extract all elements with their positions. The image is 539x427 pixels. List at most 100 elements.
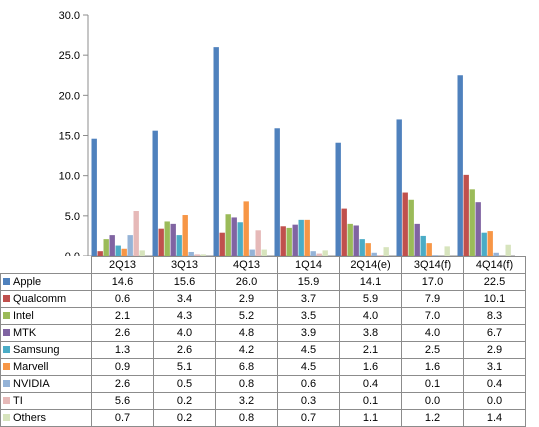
bar-mtk-3 (292, 224, 298, 256)
table-row: Qualcomm 0.6 3.4 2.9 3.7 5.9 7.9 10.1 (0, 290, 526, 308)
bar-marvell-1 (182, 215, 188, 256)
data-label: 1.6 (401, 358, 464, 376)
series-name: Intel (13, 310, 34, 322)
bar-others-2 (261, 249, 267, 256)
bar-samsung-4 (359, 239, 365, 256)
table-row: Marvell 0.9 5.1 6.8 4.5 1.6 1.6 3.1 (0, 358, 526, 376)
legend-swatch (3, 345, 10, 353)
bar-marvell-5 (426, 243, 432, 256)
data-label: 0.7 (277, 409, 340, 427)
data-label: 2.6 (91, 375, 154, 393)
bar-nvidia-0 (127, 235, 133, 256)
bar-nvidia-2 (249, 249, 255, 256)
bar-mtk-5 (414, 223, 420, 256)
bar-apple-0 (91, 138, 97, 256)
data-label: 15.9 (277, 273, 340, 291)
x-tick-label-2: 4Q13 (215, 256, 278, 274)
bar-intel-1 (164, 221, 170, 256)
bar-apple-5 (396, 119, 402, 256)
bar-samsung-5 (420, 235, 426, 256)
data-label: 4.8 (215, 324, 278, 342)
data-label: 3.1 (463, 358, 526, 376)
bar-qualcomm-2 (219, 232, 225, 256)
data-label: 4.3 (153, 307, 216, 325)
bar-samsung-1 (176, 235, 182, 256)
data-label: 7.9 (401, 290, 464, 308)
data-label: 3.8 (339, 324, 402, 342)
legend-entry: Samsung (0, 341, 92, 359)
table-row: TI 5.6 0.2 3.2 0.3 0.1 0.0 0.0 (0, 392, 526, 410)
table-row: MTK 2.6 4.0 4.8 3.9 3.8 4.0 6.7 (0, 324, 526, 342)
legend-swatch (3, 311, 10, 319)
bar-intel-5 (408, 199, 414, 256)
bar-marvell-3 (304, 219, 310, 256)
bar-ti-4 (377, 255, 383, 256)
bar-intel-0 (103, 239, 109, 256)
bar-apple-1 (152, 130, 158, 256)
bar-samsung-6 (481, 232, 487, 256)
y-tick-label-0: 0.0 (65, 251, 80, 256)
data-label: 4.0 (153, 324, 216, 342)
legend-swatch (3, 277, 10, 285)
bar-ti-0 (133, 211, 139, 256)
data-label: 4.5 (277, 358, 340, 376)
bar-apple-2 (213, 47, 219, 256)
bar-marvell-0 (121, 248, 127, 256)
legend-swatch (3, 379, 10, 387)
data-label: 0.0 (463, 392, 526, 410)
data-label: 0.1 (401, 375, 464, 393)
bar-mtk-2 (231, 217, 237, 256)
table-row: Others 0.7 0.2 0.8 0.7 1.1 1.2 1.4 (0, 409, 526, 427)
data-label: 0.2 (153, 409, 216, 427)
series-name: MTK (13, 327, 37, 339)
bar-ti-2 (255, 230, 261, 256)
table-row: Apple 14.6 15.6 26.0 15.9 14.1 17.0 22.5 (0, 273, 526, 291)
data-label: 5.9 (339, 290, 402, 308)
bar-others-5 (444, 246, 450, 256)
legend-entry: Apple (0, 273, 92, 291)
data-label: 1.4 (463, 409, 526, 427)
y-tick-label-1: 5.0 (65, 211, 80, 223)
data-label: 0.4 (463, 375, 526, 393)
bar-others-1 (200, 254, 206, 256)
data-label: 2.5 (401, 341, 464, 359)
data-label: 6.7 (463, 324, 526, 342)
data-label: 3.9 (277, 324, 340, 342)
data-label: 2.9 (215, 290, 278, 308)
data-label: 10.1 (463, 290, 526, 308)
table-row: Intel 2.1 4.3 5.2 3.5 4.0 7.0 8.3 (0, 307, 526, 325)
legend-swatch (3, 328, 10, 336)
data-label: 1.6 (339, 358, 402, 376)
data-label: 1.2 (401, 409, 464, 427)
x-tick-label-5: 3Q14(f) (401, 256, 464, 274)
data-label: 7.0 (401, 307, 464, 325)
y-tick-label-2: 10.0 (59, 171, 80, 183)
bar-mtk-4 (353, 225, 359, 256)
data-label: 15.6 (153, 273, 216, 291)
table-row: Samsung 1.3 2.6 4.2 4.5 2.1 2.5 2.9 (0, 341, 526, 359)
data-label: 14.6 (91, 273, 154, 291)
data-label: 4.0 (339, 307, 402, 325)
legend-swatch (3, 362, 10, 370)
y-tick-label-5: 25.0 (59, 50, 80, 62)
legend-entry: Marvell (0, 358, 92, 376)
series-name: NVIDIA (13, 378, 50, 390)
series-name: TI (13, 395, 23, 407)
bar-intel-3 (286, 227, 292, 256)
bar-ti-3 (316, 253, 322, 256)
legend-swatch (3, 413, 10, 421)
data-label: 0.5 (153, 375, 216, 393)
bar-nvidia-3 (310, 251, 316, 256)
data-label: 5.2 (215, 307, 278, 325)
table-header-row: 2Q13 3Q13 4Q13 1Q14 2Q14(e) 3Q14(f) 4Q14(f) (0, 256, 526, 274)
bar-marvell-4 (365, 243, 371, 256)
data-label: 6.8 (215, 358, 278, 376)
data-table: 2Q13 3Q13 4Q13 1Q14 2Q14(e) 3Q14(f) 4Q14(f) App… (0, 256, 526, 427)
x-tick-label-3: 1Q14 (277, 256, 340, 274)
data-label: 0.8 (215, 375, 278, 393)
bar-apple-4 (335, 142, 341, 256)
data-label: 0.4 (339, 375, 402, 393)
y-tick-label-6: 30.0 (59, 10, 80, 22)
data-label: 3.4 (153, 290, 216, 308)
